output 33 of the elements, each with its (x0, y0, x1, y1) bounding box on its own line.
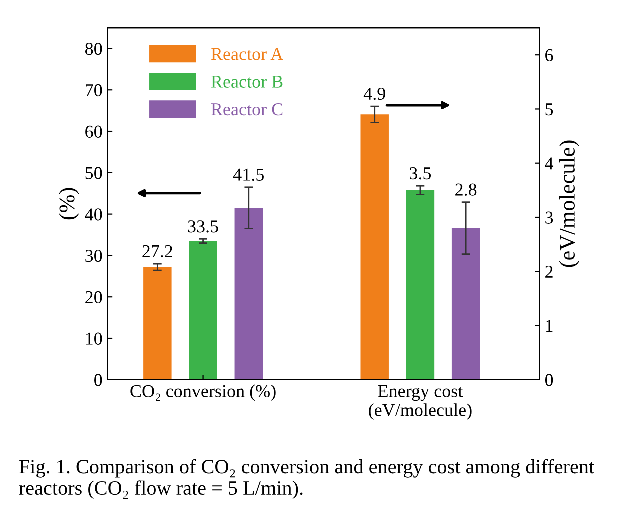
legend-label: Reactor C (211, 104, 283, 116)
caption: Fig. 1. Comparison of CO₂ conversion and energy cost among different reactors (CO₂ flow rate = 5 L/min). (19, 459, 594, 500)
y-tick-label: 70 (86, 84, 102, 97)
y2-tick-label: 6 (546, 49, 554, 62)
data-label: 2.8 (456, 184, 477, 196)
y-tick-label: 40 (85, 208, 102, 221)
data-label: 3.5 (410, 168, 432, 180)
y-axis-title: (%) (59, 188, 80, 220)
y-tick-label: 30 (86, 250, 102, 262)
bar (189, 241, 218, 380)
y2-tick-label: 2 (546, 266, 553, 278)
bar (144, 267, 172, 380)
y2-tick-label: 0 (545, 374, 554, 386)
x-tick-label: Energy cost (eV/molecule) (369, 385, 472, 420)
x-tick-label: CO₂ conversion (%) (130, 384, 276, 402)
y2-tick-label: 1 (546, 320, 553, 332)
legend-label: Reactor A (211, 48, 284, 60)
y-tick-label: 20 (86, 291, 102, 304)
bar (234, 208, 264, 380)
y2-axis-title: (eV/molecule) (559, 140, 580, 268)
y2-tick-label: 5 (546, 104, 554, 116)
y2-tick-label: 3 (546, 212, 554, 224)
data-label: 33.5 (188, 220, 218, 233)
y-tick-label: 50 (86, 167, 102, 180)
y-tick-label: 60 (86, 126, 102, 138)
y-tick-label: 80 (86, 42, 102, 56)
y-tick-label: 10 (86, 332, 102, 345)
data-label: 41.5 (233, 168, 264, 182)
y2-tick-label: 4 (545, 158, 554, 170)
data-label: 27.2 (142, 245, 172, 258)
data-label: 4.9 (364, 88, 386, 100)
y-tick-label: 0 (94, 374, 102, 386)
legend-label: Reactor B (211, 76, 283, 88)
